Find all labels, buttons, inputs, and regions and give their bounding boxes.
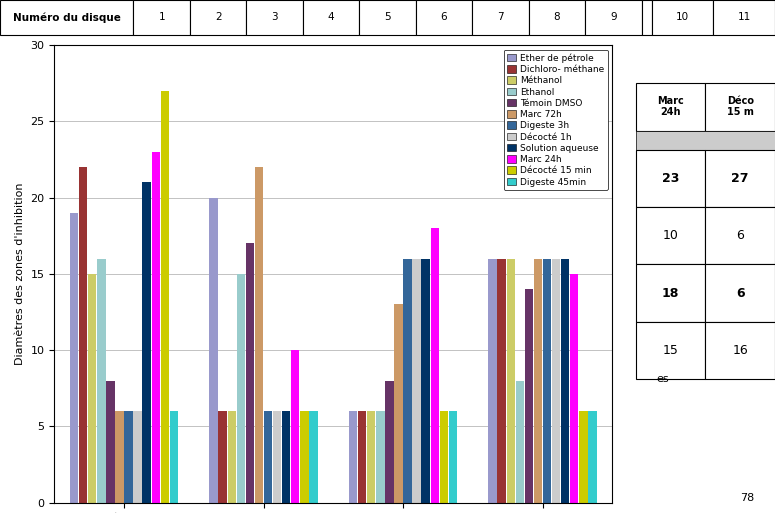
Bar	[636, 83, 705, 130]
Bar	[236, 274, 245, 503]
Bar	[439, 411, 448, 503]
Text: 5: 5	[384, 12, 391, 23]
Bar	[70, 213, 78, 503]
Text: 1: 1	[158, 12, 165, 23]
Bar	[209, 198, 218, 503]
Bar	[529, 0, 585, 35]
Bar	[714, 0, 775, 35]
Y-axis label: Diamètres des zones d'inhibition: Diamètres des zones d'inhibition	[15, 183, 25, 365]
Bar	[300, 411, 308, 503]
Bar	[588, 411, 597, 503]
Text: 27: 27	[732, 172, 749, 185]
Text: 18: 18	[662, 287, 679, 300]
Text: 6: 6	[441, 12, 447, 23]
Text: 23: 23	[662, 172, 679, 185]
Bar	[282, 411, 291, 503]
Bar	[636, 264, 705, 322]
Bar	[394, 304, 403, 503]
Bar	[303, 0, 360, 35]
Bar	[403, 259, 412, 503]
Bar	[170, 411, 178, 503]
Bar	[133, 411, 142, 503]
Bar	[358, 411, 367, 503]
Bar	[160, 91, 169, 503]
Bar	[652, 0, 714, 35]
Bar	[705, 207, 775, 264]
Text: 78: 78	[740, 494, 754, 503]
Text: 2: 2	[215, 12, 222, 23]
Bar	[472, 0, 529, 35]
Bar	[507, 259, 515, 503]
Bar	[498, 259, 506, 503]
Bar	[97, 259, 105, 503]
Bar	[561, 259, 570, 503]
Bar	[367, 411, 375, 503]
Bar	[190, 0, 246, 35]
Bar	[534, 259, 542, 503]
Bar	[79, 167, 88, 503]
Bar	[552, 259, 560, 503]
Bar	[360, 0, 415, 35]
Bar	[636, 207, 705, 264]
Bar	[246, 244, 254, 503]
Bar	[431, 228, 439, 503]
Bar	[143, 183, 151, 503]
Bar	[412, 259, 421, 503]
Text: Numéro du disque: Numéro du disque	[12, 12, 121, 23]
Bar	[273, 411, 281, 503]
Bar	[124, 411, 133, 503]
Text: Déco
15 m: Déco 15 m	[727, 96, 753, 117]
Bar	[542, 259, 551, 503]
Text: 6: 6	[735, 287, 745, 300]
Bar	[291, 350, 299, 503]
Bar	[636, 130, 775, 150]
Bar	[449, 411, 457, 503]
Text: es: es	[656, 374, 669, 384]
Bar	[255, 167, 264, 503]
Text: 8: 8	[553, 12, 560, 23]
Text: 10: 10	[676, 12, 689, 23]
Text: 3: 3	[271, 12, 278, 23]
Text: 11: 11	[738, 12, 751, 23]
Bar	[106, 381, 115, 503]
Text: Marc
24h: Marc 24h	[657, 96, 684, 117]
Text: 9: 9	[610, 12, 617, 23]
Bar	[246, 0, 303, 35]
Bar	[228, 411, 236, 503]
Text: 16: 16	[732, 344, 748, 357]
Bar	[219, 411, 227, 503]
Bar	[488, 259, 497, 503]
Bar	[579, 411, 587, 503]
Bar	[705, 150, 775, 207]
Text: 7: 7	[497, 12, 504, 23]
Bar	[133, 0, 190, 35]
Text: 10: 10	[663, 229, 678, 242]
Bar	[705, 83, 775, 130]
Bar	[309, 411, 318, 503]
Bar	[525, 289, 533, 503]
Bar	[515, 381, 524, 503]
Bar	[585, 0, 642, 35]
Bar	[705, 322, 775, 379]
Bar	[349, 411, 357, 503]
Bar	[636, 322, 705, 379]
Bar	[115, 411, 124, 503]
Text: 15: 15	[663, 344, 678, 357]
Bar	[570, 274, 578, 503]
Text: 4: 4	[328, 12, 334, 23]
Bar	[642, 0, 652, 35]
Bar	[152, 152, 160, 503]
Bar	[264, 411, 272, 503]
Bar	[376, 411, 384, 503]
Bar	[422, 259, 430, 503]
Bar	[636, 150, 705, 207]
Bar	[385, 381, 394, 503]
Bar	[415, 0, 472, 35]
Bar	[705, 264, 775, 322]
Text: 6: 6	[736, 229, 744, 242]
Legend: Ether de pétrole, Dichloro- méthane, Méthanol, Ethanol, Témoin DMSO, Marc 72h, D: Ether de pétrole, Dichloro- méthane, Mét…	[504, 50, 608, 190]
Bar	[88, 274, 96, 503]
Bar	[0, 0, 133, 35]
